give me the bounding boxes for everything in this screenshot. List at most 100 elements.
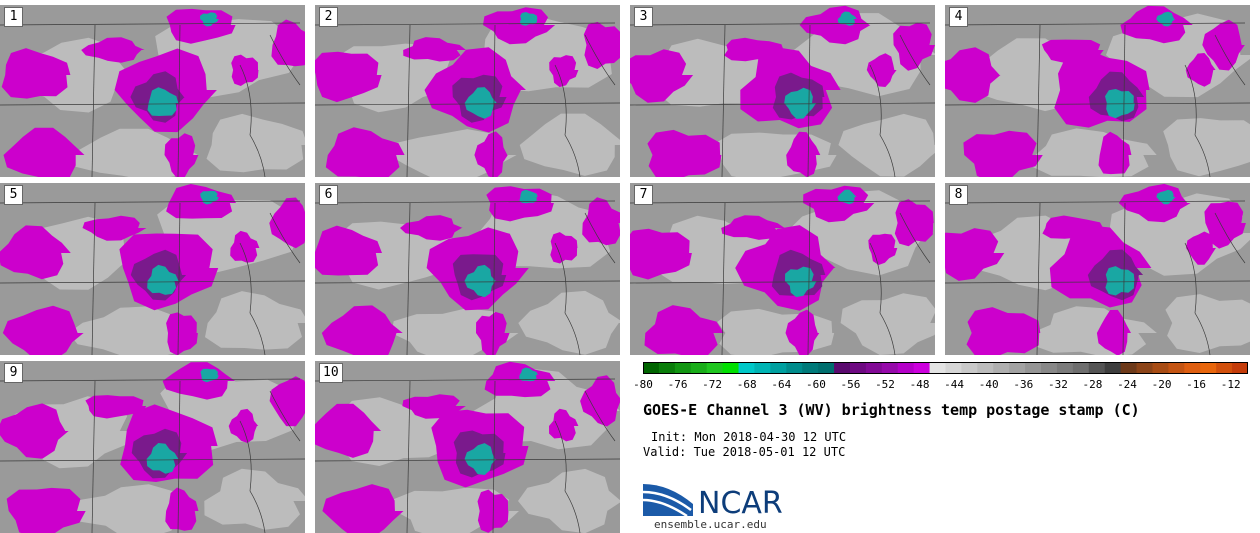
- colorbar-bin: [674, 362, 692, 374]
- colorbar-tick-label: -32: [1047, 378, 1068, 391]
- state-border-line: [807, 24, 811, 177]
- state-border-line: [91, 202, 96, 355]
- coldest-cloud-tops: [464, 443, 497, 475]
- state-border-line: [315, 458, 620, 462]
- magenta-cloud: [963, 130, 1043, 177]
- state-border-line: [91, 24, 96, 177]
- light-gray-cloud: [519, 113, 620, 176]
- light-gray-cloud: [1165, 294, 1250, 353]
- colorbar-tick-label: -60: [805, 378, 826, 391]
- magenta-cloud: [1096, 309, 1131, 355]
- panel-number: 9: [4, 363, 23, 383]
- coldest-cloud-tops: [464, 264, 496, 298]
- colorbar-bin: [945, 362, 962, 374]
- wv-map: [315, 5, 620, 177]
- wv-map: [0, 183, 305, 355]
- magenta-cloud: [271, 19, 305, 67]
- state-border-line: [721, 202, 726, 355]
- state-border-line: [0, 458, 305, 462]
- magenta-cloud: [630, 49, 694, 103]
- colorbar-bin: [1152, 362, 1169, 374]
- light-gray-cloud: [1163, 118, 1250, 177]
- state-border-line: [1214, 34, 1246, 86]
- state-border-line: [0, 378, 301, 382]
- magenta-cloud: [231, 54, 259, 86]
- state-border-line: [584, 212, 616, 264]
- magenta-cloud: [2, 305, 84, 355]
- colorbar-bin: [770, 362, 787, 374]
- colorbar-tick-label: -36: [1013, 378, 1034, 391]
- map-panel-2: 2: [315, 5, 620, 177]
- magenta-cloud: [1204, 201, 1246, 249]
- magenta-cloud: [3, 127, 85, 177]
- colorbar: [643, 362, 1248, 374]
- state-border-line: [0, 22, 301, 26]
- colorbar-tick-label: -56: [840, 378, 861, 391]
- panel-number: 5: [4, 185, 23, 205]
- magenta-cloud: [1, 48, 71, 99]
- magenta-cloud: [724, 37, 784, 62]
- magenta-cloud: [1042, 215, 1104, 239]
- colorbar-bin: [849, 362, 867, 374]
- magenta-cloud: [549, 408, 579, 442]
- magenta-cloud: [721, 215, 785, 240]
- panel-number: 4: [949, 7, 968, 27]
- magenta-cloud: [1202, 19, 1245, 71]
- magenta-cloud: [166, 312, 198, 355]
- magenta-cloud: [230, 230, 260, 263]
- colorbar-tick-label: -40: [978, 378, 999, 391]
- panel-number: 10: [319, 363, 343, 383]
- colorbar-bin: [690, 362, 708, 374]
- state-border-line: [315, 22, 616, 26]
- magenta-cloud: [483, 7, 556, 45]
- state-border-line: [315, 200, 616, 204]
- state-border-line: [406, 24, 411, 177]
- colorbar-bin: [881, 362, 899, 374]
- colorbar-bin: [865, 362, 883, 374]
- magenta-cloud: [550, 232, 578, 264]
- map-panel-5: 5: [0, 183, 305, 355]
- magenta-cloud: [893, 22, 935, 71]
- colorbar-bin: [1216, 362, 1233, 374]
- colorbar-tick-label: -68: [736, 378, 757, 391]
- state-border-line: [492, 380, 496, 533]
- colorbar-ticks: -80 -76 -72 -68 -64 -60 -56 -52 -48 -44 -40 -36 -32 -…: [0, 378, 1260, 396]
- colorbar-bin: [1009, 362, 1026, 374]
- colorbar-bin: [1072, 362, 1090, 374]
- magenta-cloud: [785, 309, 820, 355]
- map-panel-10: 10: [315, 361, 620, 533]
- magenta-cloud: [647, 129, 722, 177]
- wv-map: [945, 183, 1250, 355]
- colorbar-outline: [643, 362, 1248, 374]
- colorbar-bin: [1200, 362, 1217, 374]
- state-border-line: [239, 420, 266, 533]
- state-border-line: [1122, 24, 1126, 177]
- wv-map: [630, 183, 935, 355]
- magenta-cloud: [85, 395, 147, 419]
- magenta-cloud: [0, 225, 71, 280]
- coldest-cloud-tops: [1156, 11, 1176, 27]
- state-border-line: [584, 390, 616, 442]
- light-gray-cloud: [838, 113, 935, 177]
- colorbar-bin: [1168, 362, 1185, 374]
- colorbar-tick-label: -12: [1220, 378, 1241, 391]
- colorbar-bin: [706, 362, 724, 374]
- magenta-cloud: [325, 127, 405, 177]
- figure-title: GOES-E Channel 3 (WV) brightness temp po…: [643, 401, 1140, 419]
- state-border-line: [177, 202, 181, 355]
- colorbar-tick-label: -80: [633, 378, 653, 391]
- magenta-cloud: [82, 215, 147, 241]
- wv-map: [0, 5, 305, 177]
- colorbar-bin: [786, 362, 803, 374]
- magenta-cloud: [583, 21, 620, 69]
- colorbar-bin: [1088, 362, 1106, 374]
- wv-map: [945, 5, 1250, 177]
- magenta-cloud: [630, 228, 692, 280]
- state-border-line: [630, 102, 935, 106]
- colorbar-bin: [643, 362, 660, 374]
- colorbar-bin: [1232, 362, 1248, 374]
- coldest-cloud-tops: [1156, 189, 1176, 205]
- state-border-line: [91, 380, 96, 533]
- magenta-cloud: [1186, 231, 1216, 265]
- magenta-cloud: [0, 403, 69, 459]
